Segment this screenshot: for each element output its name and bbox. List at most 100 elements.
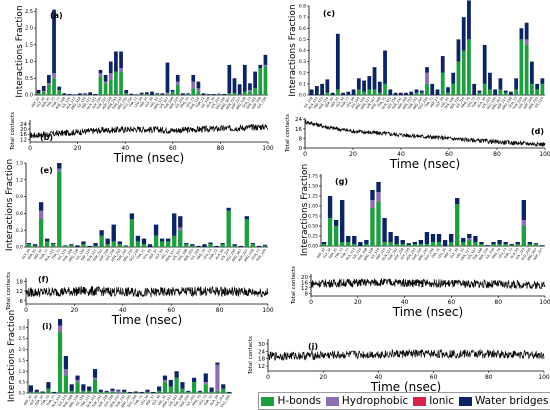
x-tick-label: PRO_70 [491, 247, 501, 259]
bar-water [181, 93, 185, 95]
bar-water [515, 242, 520, 244]
y-tick-label: 0.75 [308, 214, 318, 220]
bar-water [383, 50, 387, 84]
bar-water [238, 245, 243, 247]
legend-item-hbonds: H-bonds [261, 395, 321, 407]
bar-water [430, 83, 435, 95]
bar-hbond [514, 89, 519, 95]
bar-water [256, 245, 262, 247]
x-tick-label: ASP_37 [139, 96, 149, 108]
bar-water [168, 379, 173, 387]
x-tick-label: 60 [167, 307, 175, 314]
bar-hbond [123, 245, 129, 247]
bar-hbond [479, 244, 484, 246]
y-axis-label: Interactions Fraction [7, 310, 17, 402]
y-tick-label: 16 [20, 132, 27, 138]
x-tick-label: SER_35 [324, 96, 334, 108]
bar-hydrophobic [116, 390, 121, 393]
x-tick-label: LYS_224 [515, 247, 526, 260]
bar-hbond [382, 242, 387, 246]
bar-water [114, 51, 118, 72]
legend-label-hydrophobic: Hydrophobic [341, 395, 409, 407]
bar-hydrophobic [521, 220, 526, 226]
bar-water [232, 78, 237, 94]
y-axis-label: Interactions Fraction [5, 159, 15, 251]
bar-hbond [503, 92, 508, 95]
bar-water [141, 238, 147, 245]
bar-hbond [364, 244, 369, 246]
x-tick-label: GLU_236 [423, 247, 434, 261]
x-tick-label: ASP_32 [330, 96, 340, 108]
bar-water [93, 93, 98, 95]
bar-water [172, 213, 177, 236]
bar-water [404, 92, 408, 95]
bar-water [237, 84, 242, 95]
bar-hbond [69, 390, 74, 393]
x-tick-label: 20 [74, 145, 82, 152]
x-tick-label: SER_35 [34, 394, 44, 406]
bar-hbond [122, 391, 127, 393]
x-tick-label: ASN_233 [106, 96, 117, 110]
bar-hydrophobic [467, 238, 472, 240]
bar-water [133, 391, 138, 393]
bar-hbond [165, 94, 170, 95]
y-axis-label: Total contacts [6, 272, 12, 311]
x-tick-label: ARG_235 [412, 96, 424, 110]
panel-h: 0 20 40 60 80 100 8 12 16 20 Total contacts Time (n… [283, 266, 550, 320]
bar-hbond [175, 84, 180, 95]
x-tick-label: TRP_115 [80, 248, 92, 262]
panel-label: (e) [40, 166, 53, 175]
x-tick-label: ARG_307 [231, 248, 243, 262]
x-tick-label: ARG_118 [363, 247, 375, 261]
x-tick-label: GLY_34 [335, 96, 345, 108]
bar-water [203, 373, 208, 383]
x-tick-label: 100 [262, 307, 274, 314]
bar-water [346, 236, 351, 242]
panel-j: 0 20 40 60 80 100 12 18 24 30 Total contacts Time (… [238, 323, 550, 394]
bar-hbond [388, 242, 393, 246]
bar-hbond [491, 244, 496, 246]
x-tick-label: GLN_121 [381, 247, 392, 261]
bar-water [503, 242, 508, 244]
panel-c: 0.0 0.1 0.2 0.3 0.4 0.5 0.6 0.7 0.8 Interactions … [283, 0, 550, 111]
bar-hydrophobic [47, 83, 51, 85]
x-tick-label: ALA_112 [65, 96, 76, 110]
bar-hbond [46, 388, 51, 393]
bar-hbond [153, 235, 159, 247]
bar-hbond [242, 91, 247, 95]
x-tick-label: GLY_34 [29, 394, 39, 406]
bar-water [244, 216, 250, 219]
bar-water [105, 238, 110, 245]
y-tick-label: 12 [301, 286, 308, 292]
x-tick-label: LYS_107 [466, 247, 477, 260]
bar-hbond [400, 244, 405, 246]
y-tick-label: 0.6 [299, 26, 306, 32]
bar-hbond [362, 91, 366, 95]
bar-water [87, 386, 92, 391]
y-tick-label: 8 [299, 136, 303, 142]
x-tick-label: VAL_31 [160, 248, 170, 260]
x-tick-label: THR_77 [38, 248, 49, 261]
x-tick-label: SER_229 [168, 96, 179, 110]
bar-hydrophobic [75, 379, 80, 383]
panel-i: 0.0 0.5 1.0 1.5 2.0 2.5 3.0 Interactions Fracti… [0, 310, 240, 410]
bar-hbond [376, 202, 381, 246]
x-tick-label: PRO_70 [180, 96, 190, 108]
bar-hbond [38, 219, 44, 247]
bar-water [226, 207, 231, 211]
y-tick-label: 0.25 [308, 234, 318, 240]
bar-plot-c: 0.0 0.1 0.2 0.3 0.4 0.5 0.6 0.7 0.8Interactions … [288, 0, 545, 111]
bar-hbond [519, 39, 524, 95]
bar-water [367, 76, 372, 90]
bar-water [400, 240, 405, 244]
bar-hbond [488, 89, 492, 95]
bar-hydrophobic [92, 377, 98, 380]
bar-hydrophobic [376, 192, 381, 202]
x-tick-label: ILE_110 [534, 96, 544, 108]
bar-water [180, 382, 185, 389]
y-tick-label: 24 [258, 349, 265, 355]
x-tick-label: ARG_235 [116, 96, 128, 110]
bar-water [186, 390, 191, 392]
bar-water [44, 238, 50, 242]
